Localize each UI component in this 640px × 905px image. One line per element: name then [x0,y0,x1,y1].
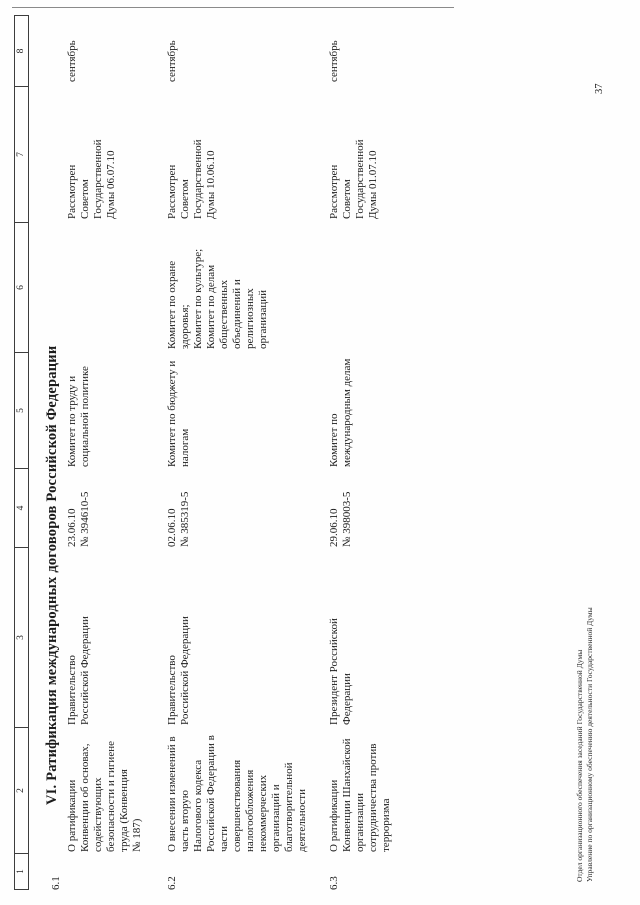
cell-initiator: Правительство Российской Федерации [166,616,191,725]
column-header-3: 3 [14,547,29,728]
cell-responsible-committee: Комитет по международным делам [328,358,353,467]
row-number: 6.2 [166,876,178,890]
section-title: VI. Ратификация международных договоров … [44,345,60,805]
cell-date-number: 29.06.10 № 398003-5 [328,491,353,547]
column-header-8: 8 [14,15,29,87]
cell-initiator: Президент Российской Федерации [328,618,353,725]
footer-department-line: Отдел организационного обеспечения засед… [575,649,584,882]
column-header-1: 1 [14,853,29,890]
cell-responsible-committee: Комитет по бюджету и налогам [166,360,191,467]
column-header-2: 2 [14,727,29,854]
column-header-5: 5 [14,352,29,469]
column-header-7: 7 [14,86,29,223]
row-number: 6.3 [328,876,340,890]
cell-month: сентябрь [328,40,340,82]
cell-co-committees: Комитет по охране здоровья; Комитет по к… [166,248,269,349]
page-number: 37 [594,83,605,95]
column-header-6: 6 [14,222,29,353]
row-number: 6.1 [50,876,62,890]
cell-status: Рассмотрен Советом Государственной Думы … [66,139,117,219]
table-header-row: 1 2 3 4 5 6 7 8 [14,15,29,890]
table-right-border-line [12,7,454,8]
cell-responsible-committee: Комитет по труду и социальной политике [66,366,91,467]
cell-initiator: Правительство Российской Федерации [66,616,91,725]
cell-bill-title: О ратификации Конвенции об основах, соде… [66,741,143,852]
cell-status: Рассмотрен Советом Государственной Думы … [166,139,217,219]
cell-month: сентябрь [66,40,78,82]
cell-month: сентябрь [166,40,178,82]
footer-directorate-line: Управление по организационному обеспечен… [584,607,594,882]
cell-date-number: 23.06.10 № 394610-5 [66,491,91,547]
column-header-4: 4 [14,468,29,548]
cell-bill-title: О ратификации Конвенции Шанхайской орган… [328,738,392,852]
cell-date-number: 02.06.10 № 385319-5 [166,491,191,547]
cell-bill-title: О внесении изменений в часть вторую Нало… [166,735,308,852]
footer: Отдел организационного обеспечения засед… [575,607,594,882]
cell-status: Рассмотрен Советом Государственной Думы … [328,139,379,219]
